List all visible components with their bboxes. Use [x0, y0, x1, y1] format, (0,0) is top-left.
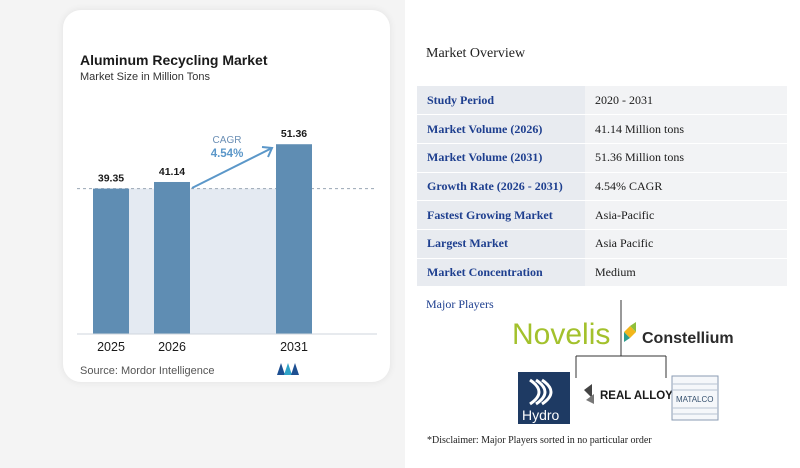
real-alloy-logo: REAL ALLOY	[584, 384, 673, 404]
row-label: Fastest Growing Market	[417, 200, 585, 230]
row-label: Market Concentration	[417, 258, 585, 287]
bar-2026	[154, 181, 190, 334]
category-label-2025: 2025	[97, 340, 125, 354]
chart-layer: 39.35 2025 41.14 2026 51.36 2031 CAGR 4.54%	[77, 128, 377, 354]
bar-chart: 39.35 2025 41.14 2026 51.36 2031 CAGR 4.54%	[77, 128, 377, 354]
matalco-logo-text: MATALCO	[676, 395, 713, 404]
table-row: Growth Rate (2026 - 2031) 4.54% CAGR	[417, 172, 787, 201]
category-label-2031: 2031	[280, 340, 308, 354]
hydro-logo-text: Hydro	[522, 407, 560, 423]
constellium-logo-text: Constellium	[642, 330, 734, 347]
value-label-2031: 51.36	[281, 128, 307, 140]
disclaimer: *Disclaimer: Major Players sorted in no …	[427, 435, 652, 446]
growth-band	[129, 188, 276, 334]
row-value: Asia Pacific	[585, 229, 787, 259]
row-label: Market Volume (2031)	[417, 143, 585, 173]
matalco-logo: MATALCO	[671, 375, 719, 421]
row-label: Largest Market	[417, 229, 585, 259]
real-alloy-logo-text: REAL ALLOY	[600, 390, 673, 402]
overview-table: Study Period 2020 - 2031 Market Volume (…	[417, 86, 787, 287]
value-label-2025: 39.35	[98, 173, 124, 185]
table-row: Market Volume (2026) 41.14 Million tons	[417, 114, 787, 144]
category-label-2026: 2026	[158, 340, 186, 354]
chart-title: Aluminum Recycling Market	[80, 52, 268, 68]
table-row: Largest Market Asia Pacific	[417, 229, 787, 259]
bar-2025	[93, 188, 129, 334]
cagr-arrowhead	[261, 146, 274, 158]
novelis-logo: Novelis	[512, 318, 610, 351]
cagr-value: 4.54%	[211, 148, 244, 160]
table-row: Market Volume (2031) 51.36 Million tons	[417, 143, 787, 173]
mordor-intelligence-logo	[277, 363, 299, 375]
table-row: Study Period 2020 - 2031	[417, 86, 787, 115]
cagr-label: CAGR	[213, 135, 242, 146]
chart-subtitle: Market Size in Million Tons	[80, 71, 211, 83]
major-players-title: Major Players	[426, 297, 494, 311]
row-value: 41.14 Million tons	[585, 114, 787, 144]
source-note: Source: Mordor Intelligence	[80, 365, 215, 377]
row-label: Market Volume (2026)	[417, 114, 585, 144]
row-value: 51.36 Million tons	[585, 143, 787, 173]
major-players-logos: Novelis Constellium Hydro REAL ALLOY MAT…	[512, 300, 734, 424]
row-value: 2020 - 2031	[585, 86, 787, 115]
bar-2031	[276, 144, 312, 334]
table-row: Fastest Growing Market Asia-Pacific	[417, 200, 787, 230]
row-value: 4.54% CAGR	[585, 172, 787, 201]
overview-title: Market Overview	[426, 46, 526, 61]
table-row: Market Concentration Medium	[417, 258, 787, 287]
row-label: Study Period	[417, 86, 585, 115]
hydro-logo: Hydro	[518, 372, 570, 424]
cagr-arrow	[191, 147, 273, 189]
value-label-2026: 41.14	[159, 166, 185, 178]
row-value: Medium	[585, 258, 787, 287]
row-label: Growth Rate (2026 - 2031)	[417, 172, 585, 201]
constellium-logo: Constellium	[624, 322, 734, 347]
row-value: Asia-Pacific	[585, 200, 787, 230]
